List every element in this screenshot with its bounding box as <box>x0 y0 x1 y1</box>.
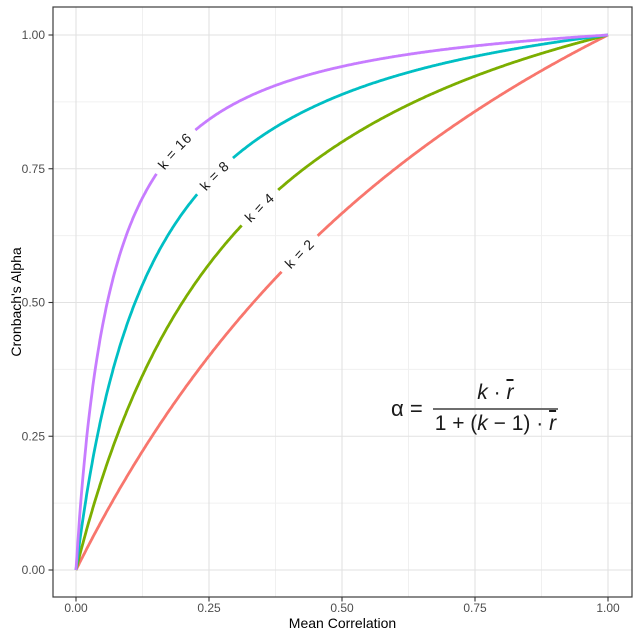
curve-k-16 <box>74 33 609 571</box>
formula-lhs: α = <box>391 395 423 421</box>
x-tick-label-0.5: 0.50 <box>330 601 354 615</box>
formula-fraction: k · r 1 + (k − 1) · r <box>432 381 559 436</box>
y-tick-label-1: 1.00 <box>22 28 46 42</box>
y-tick-label-0.25: 0.25 <box>22 429 46 443</box>
y-tick-label-0.5: 0.50 <box>22 296 46 310</box>
x-tick-label-0.25: 0.25 <box>197 601 221 615</box>
x-axis-title: Mean Correlation <box>288 615 397 631</box>
x-tick-label-0.75: 0.75 <box>463 601 487 615</box>
curve-k-8 <box>74 33 609 571</box>
y-tick-label-0: 0.00 <box>22 563 46 577</box>
formula-numerator: k · r <box>477 381 514 404</box>
curve-k-4 <box>74 33 609 571</box>
x-tick-label-0: 0.00 <box>64 601 88 615</box>
formula-annotation: α = k · r 1 + (k − 1) · r <box>391 381 559 436</box>
x-tick-label-1: 1.00 <box>596 601 620 615</box>
curve-k-2 <box>74 33 609 571</box>
y-axis-title: Cronbach's Alpha <box>8 247 24 357</box>
formula-denominator: 1 + (k − 1) · r <box>432 408 559 436</box>
y-tick-label-0.75: 0.75 <box>22 162 46 176</box>
